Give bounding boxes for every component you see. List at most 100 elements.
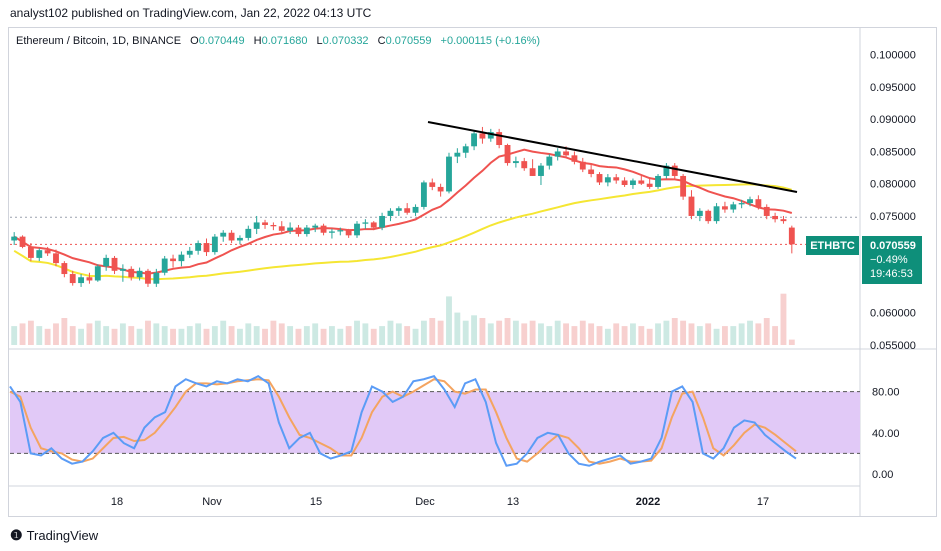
candle-body: [404, 208, 411, 213]
time-axis-label: 18: [111, 496, 123, 508]
candle-body: [287, 227, 294, 231]
volume-bar: [604, 328, 611, 345]
open-label: O: [190, 35, 199, 47]
volume-bar: [454, 312, 461, 345]
volume-bar: [747, 320, 753, 345]
oscillator-axis-label: 40.00: [872, 428, 900, 440]
candle-body: [479, 133, 486, 139]
volume-bar: [195, 323, 202, 345]
volume-bar: [462, 320, 469, 345]
candle-body: [345, 230, 352, 236]
candle-body: [379, 215, 386, 228]
close-label: C: [377, 35, 386, 47]
tradingview-logo-icon: ❶: [10, 527, 23, 543]
candle-body: [755, 199, 762, 207]
candle-body: [446, 156, 452, 192]
candle-body: [370, 222, 377, 228]
candle-body: [53, 253, 59, 264]
price-axis-label: 0.060000: [870, 308, 916, 320]
candle-body: [596, 174, 603, 183]
candle-body: [195, 243, 202, 251]
candle-body: [604, 177, 611, 183]
volume-bar: [437, 320, 444, 345]
price-axis-label: 0.075000: [870, 211, 916, 223]
volume-bar: [521, 323, 528, 345]
candle-body: [721, 206, 728, 210]
bar-countdown: 19:46:53: [870, 268, 913, 280]
volume-bar: [211, 326, 218, 345]
candle-body: [521, 161, 528, 169]
candle-body: [128, 268, 135, 278]
volume-bar: [245, 323, 252, 345]
candle-body: [680, 175, 687, 197]
volume-bar: [69, 326, 76, 345]
candle-body: [529, 168, 536, 176]
volume-bar: [621, 326, 628, 345]
volume-bar: [446, 296, 452, 345]
volume-bar: [638, 326, 645, 345]
volume-bar: [663, 320, 670, 345]
high-label: H: [253, 35, 262, 47]
price-axis-label: 0.090000: [870, 114, 916, 126]
footer[interactable]: ❶ TradingView: [10, 527, 98, 544]
candle-body: [671, 165, 678, 176]
time-axis-label: 15: [310, 496, 322, 508]
volume-bar: [170, 328, 176, 345]
symbol-name: Ethereum / Bitcoin, 1D, BINANCE: [16, 35, 182, 47]
candle-body: [119, 268, 126, 271]
volume-bar: [696, 326, 703, 345]
volume-bar: [512, 320, 519, 345]
candle-body: [788, 227, 795, 245]
volume-bar: [370, 328, 377, 345]
volume-bar: [420, 320, 427, 345]
candle-body: [655, 175, 661, 187]
volume-bar: [471, 315, 478, 345]
candle-body: [220, 232, 227, 237]
candle-body: [546, 156, 553, 166]
volume-bar: [546, 326, 553, 345]
time-axis-label: Nov: [202, 496, 222, 508]
price-axis-label: 0.100000: [870, 50, 916, 62]
candle-body: [170, 258, 176, 262]
symbol-legend: Ethereum / Bitcoin, 1D, BINANCE O0.07044…: [16, 35, 540, 47]
candle-body: [178, 254, 185, 262]
candle-body: [412, 206, 419, 213]
candle-body: [487, 132, 494, 139]
volume-bar: [320, 328, 327, 345]
candle-body: [320, 225, 327, 233]
volume-bar: [303, 326, 310, 345]
volume-bar: [671, 318, 678, 345]
volume-bar: [362, 323, 369, 345]
candle-body: [688, 196, 695, 216]
candle-body: [253, 222, 260, 229]
candle-body: [554, 151, 561, 157]
candle-body: [228, 232, 235, 241]
candle-body: [94, 266, 101, 281]
price-axis-label: 0.085000: [870, 146, 916, 158]
volume-bar: [429, 318, 436, 345]
volume-bar: [655, 323, 661, 345]
volume-bar: [278, 323, 285, 345]
slow-moving-average: [13, 183, 793, 281]
last-price: 0.070559: [870, 240, 916, 252]
candle-body: [496, 132, 503, 145]
candle-body: [462, 146, 469, 153]
volume-bar: [354, 320, 360, 345]
candle-body: [19, 236, 26, 247]
candle-body: [613, 177, 620, 181]
time-axis-label: 13: [507, 496, 519, 508]
volume-bar: [27, 320, 34, 345]
volume-bar: [61, 318, 68, 345]
volume-bar: [345, 326, 352, 345]
resistance-trend-line: [427, 121, 798, 193]
price-axis-label: 0.055000: [870, 340, 916, 352]
candle-body: [145, 270, 151, 284]
candle-body: [420, 182, 427, 207]
candle-body: [354, 223, 360, 236]
candle-body: [328, 231, 335, 233]
candle-body: [395, 208, 402, 211]
volume-bar: [328, 326, 335, 345]
candle-body: [362, 222, 369, 224]
candle-body: [295, 227, 302, 235]
